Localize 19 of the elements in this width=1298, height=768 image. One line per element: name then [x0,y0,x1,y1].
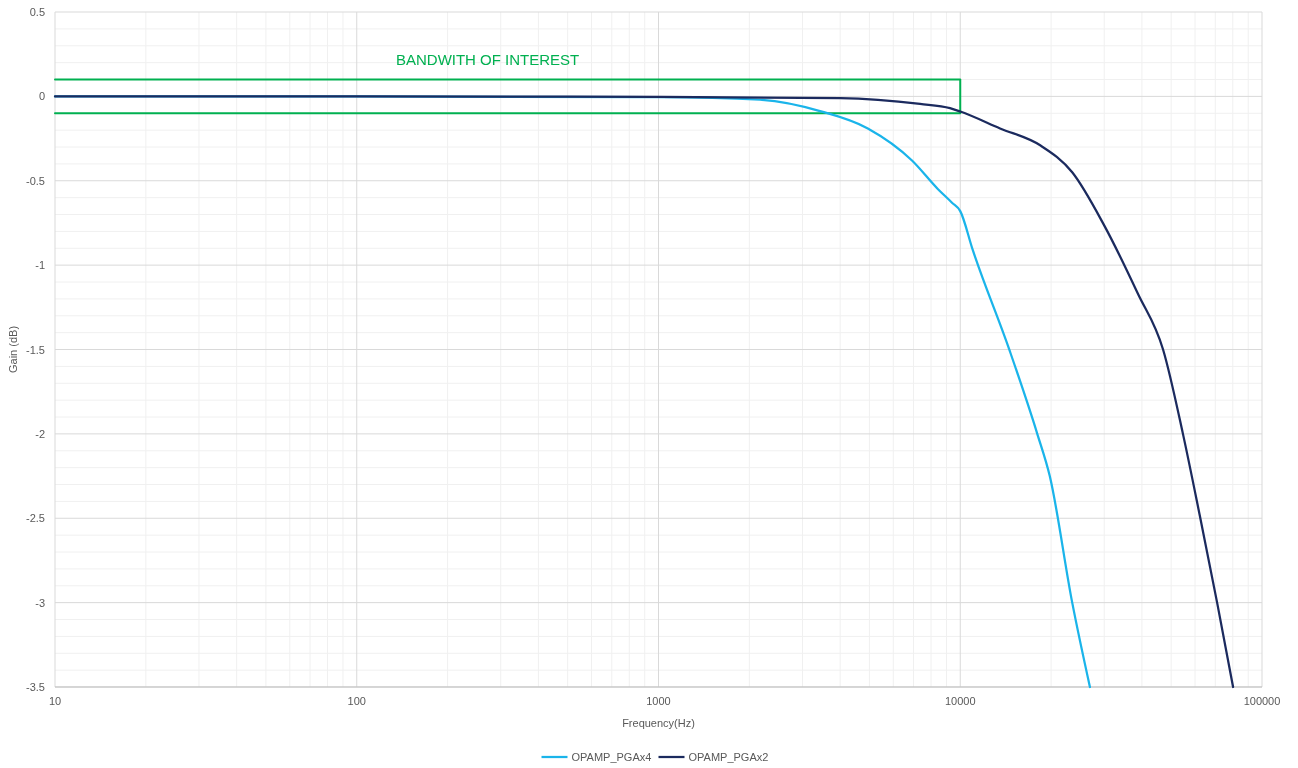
y-tick-label: -2 [35,427,45,440]
x-tick-label: 1000 [646,695,671,707]
legend-label: OPAMP_PGAx2 [688,751,769,763]
y-tick-label: -1.5 [26,343,45,356]
y-tick-label: 0.5 [29,6,45,18]
y-tick-label: 0 [38,90,45,103]
y-tick-label: -1 [35,259,45,272]
annotation: BANDWITH OF INTEREST [395,50,580,68]
y-tick-label: -2.5 [26,512,45,525]
x-tick-label: 10000 [944,695,976,707]
y-tick-label: -3 [35,596,45,609]
x-tick-label: 10 [48,695,62,707]
y-tick-label: -3.5 [26,681,45,693]
y-tick-label: -0.5 [26,174,45,187]
x-tick-label: 100000 [1243,695,1281,707]
x-tick-label: 100 [347,695,366,707]
y-axis-title: Gain (dB) [7,325,19,374]
x-axis-title: Frequency(Hz) [622,717,695,729]
legend-label: OPAMP_PGAx4 [571,751,652,763]
